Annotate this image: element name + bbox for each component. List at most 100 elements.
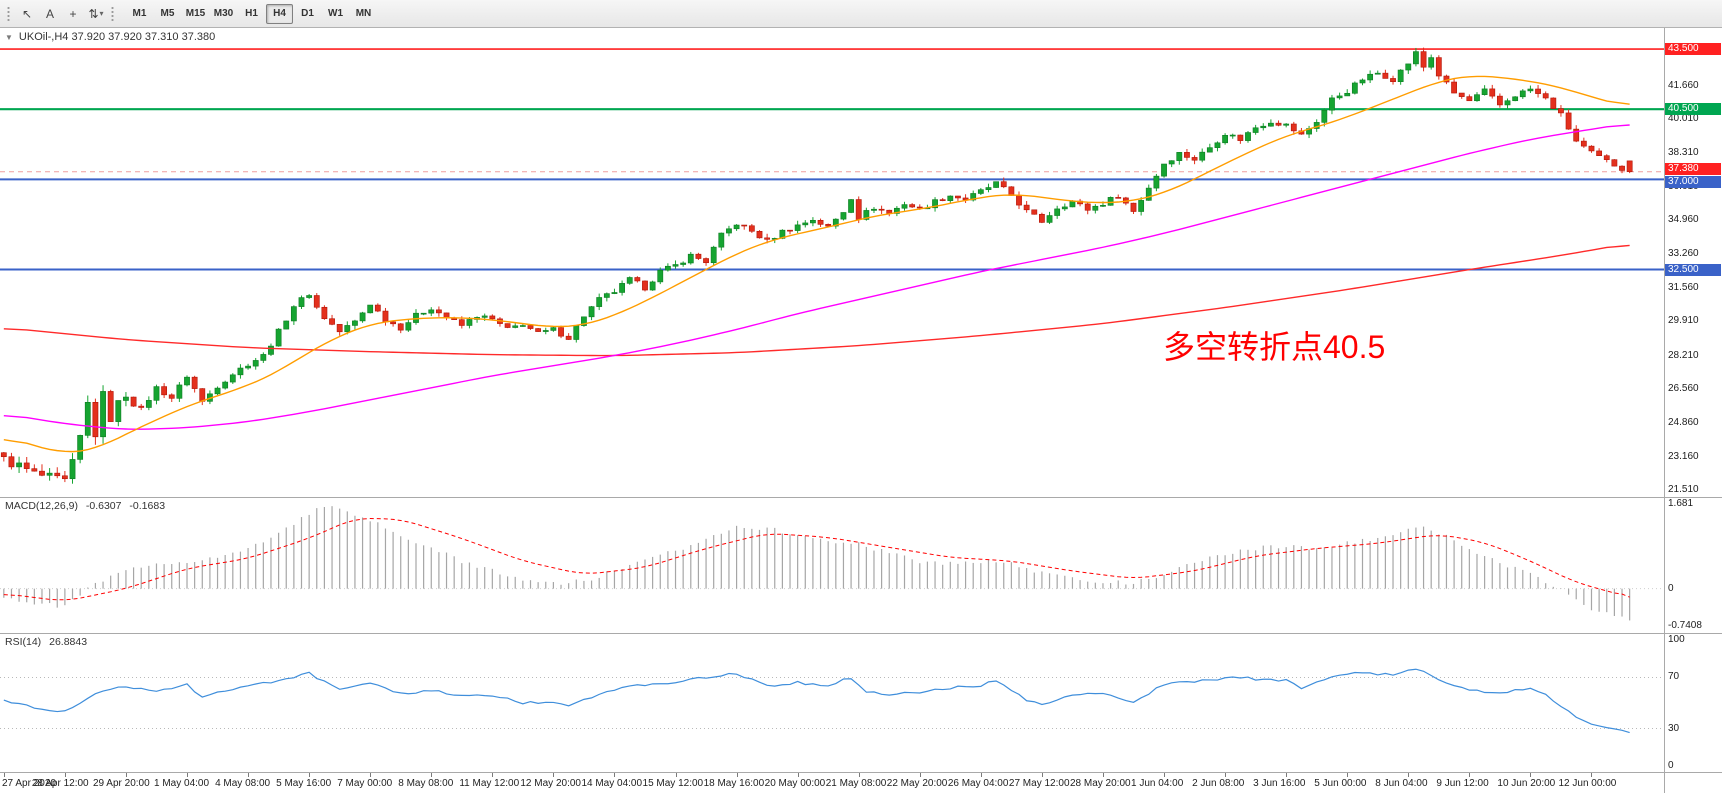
time-axis[interactable]: 27 Apr 2020 28 Apr 12:00 29 Apr 20:00 1 May…	[0, 773, 1664, 793]
time-axis-tick	[370, 773, 372, 777]
time-axis-tick	[736, 773, 738, 777]
time-axis-tick	[797, 773, 799, 777]
rsi-axis-label: 30	[1668, 722, 1680, 734]
dropdown-caret-icon: ▾	[99, 9, 104, 18]
timeframe-mn-button[interactable]: MN	[355, 8, 372, 19]
time-axis-label: 5 May 16:00	[276, 778, 332, 789]
time-axis-tick	[858, 773, 860, 777]
macd-axis[interactable]: 1.681 0 -0.7408	[1664, 498, 1722, 634]
time-axis-tick	[675, 773, 677, 777]
rsi-name: RSI(14)	[5, 636, 42, 648]
time-axis-tick	[1591, 773, 1593, 777]
crosshair-tool[interactable]: +	[62, 3, 84, 24]
time-axis-tick	[1041, 773, 1043, 777]
one-click-trading-expander-icon[interactable]: ▼	[5, 32, 13, 42]
main-chart-panel[interactable]: ▼ UKOil-,H4 37.920 37.920 37.310 37.380 …	[0, 28, 1664, 498]
chart-cursor-tool[interactable]: ↖	[16, 3, 38, 24]
macd-value: -0.6307	[85, 500, 122, 512]
time-axis-label: 1 May 04:00	[154, 778, 210, 789]
macd-axis-label: 0	[1668, 582, 1674, 594]
time-axis-tick	[614, 773, 616, 777]
time-axis-tick	[1102, 773, 1104, 777]
timeframe-d1-button[interactable]: D1	[301, 8, 314, 19]
price-axis-label: 23.160	[1668, 450, 1699, 462]
time-axis-tick	[309, 773, 311, 777]
time-axis-label: 10 Jun 20:00	[1497, 778, 1556, 789]
price-badge: 32.500	[1665, 263, 1721, 276]
time-axis-label: 28 Apr 12:00	[31, 778, 89, 789]
time-axis-tick	[1408, 773, 1410, 777]
rsi-axis-label: 0	[1668, 760, 1674, 771]
macd-name: MACD(12,26,9)	[5, 500, 78, 512]
time-axis-tick	[492, 773, 494, 777]
time-axis-tick	[248, 773, 250, 777]
timeframe-toolbar-grip[interactable]	[110, 5, 115, 22]
time-axis-label: 5 Jun 00:00	[1314, 778, 1367, 789]
toolbar-grip[interactable]	[6, 5, 11, 22]
timeframe-m30-button[interactable]: M30	[213, 8, 234, 19]
price-axis-label: 33.260	[1668, 248, 1699, 260]
indicator-arrows-tool[interactable]: ⇅ ▾	[85, 3, 107, 24]
price-badge: 40.500	[1665, 103, 1721, 116]
macd-axis-label: -0.7408	[1668, 619, 1702, 631]
time-axis-tick	[1164, 773, 1166, 777]
price-axis-label: 28.210	[1668, 349, 1699, 361]
time-axis-tick	[431, 773, 433, 777]
price-axis[interactable]: 43.500 41.660 40.500 40.010 38.310 37.380 37.0…	[1664, 28, 1722, 498]
time-axis-label: 4 May 08:00	[215, 778, 271, 789]
time-axis-label: 11 May 12:00	[459, 778, 520, 789]
time-axis-tick	[1347, 773, 1349, 777]
time-axis-label: 20 May 00:00	[764, 778, 826, 789]
timeframe-h4-button[interactable]: H4	[266, 3, 293, 24]
time-axis-tick	[980, 773, 982, 777]
timeframe-m1-button[interactable]: M1	[132, 8, 147, 19]
time-axis-label: 12 Jun 00:00	[1558, 778, 1617, 789]
time-axis-tick	[1225, 773, 1227, 777]
price-axis-label: 26.560	[1668, 382, 1699, 394]
price-axis-label: 38.310	[1668, 147, 1699, 159]
time-axis-label: 27 Apr 2020	[2, 778, 56, 789]
main-chart-canvas[interactable]	[0, 28, 1664, 497]
annotation-text-tool[interactable]: A	[39, 3, 61, 24]
time-axis-label: 22 May 20:00	[886, 778, 948, 789]
timeframe-m15-button[interactable]: M15	[185, 8, 206, 19]
rsi-canvas[interactable]	[0, 634, 1664, 772]
rsi-axis-label: 100	[1668, 634, 1685, 645]
time-axis-label: 2 Jun 08:00	[1192, 778, 1245, 789]
macd-canvas[interactable]	[0, 498, 1664, 633]
price-axis-label: 29.910	[1668, 315, 1699, 327]
timeframe-group: M1 M5 M15 M30 H1 H4 D1 W1 MN	[126, 3, 378, 24]
time-axis-tick	[3, 773, 5, 777]
time-axis-tick	[64, 773, 66, 777]
price-badge: 43.500	[1665, 43, 1721, 56]
crosshair-tool-icon: +	[69, 6, 77, 21]
rsi-axis-label: 70	[1668, 671, 1680, 683]
time-axis-label: 28 May 20:00	[1069, 778, 1131, 789]
price-badge: 37.000	[1665, 176, 1721, 189]
indicator-arrows-tool-icon: ⇅	[88, 6, 99, 21]
time-axis-label: 12 May 20:00	[520, 778, 581, 789]
rsi-label: RSI(14) 26.8843	[5, 636, 92, 648]
rsi-panel[interactable]: RSI(14) 26.8843	[0, 634, 1664, 773]
time-axis-label: 8 Jun 04:00	[1375, 778, 1428, 789]
price-axis-label: 40.010	[1668, 112, 1699, 124]
price-badge: 37.380	[1665, 162, 1721, 175]
time-axis-label: 26 May 04:00	[947, 778, 1009, 789]
macd-panel[interactable]: MACD(12,26,9) -0.6307 -0.1683	[0, 498, 1664, 634]
timeframe-h1-button[interactable]: H1	[245, 8, 258, 19]
time-axis-label: 7 May 00:00	[337, 778, 393, 789]
rsi-axis[interactable]: 100 70 30 0	[1664, 634, 1722, 773]
time-axis-tick	[1530, 773, 1532, 777]
chart-cursor-tool-icon: ↖	[21, 6, 33, 21]
timeframe-m5-button[interactable]: M5	[160, 8, 175, 19]
symbol-ohlc-text: UKOil-,H4 37.920 37.920 37.310 37.380	[18, 31, 216, 43]
chart-tools-group: ↖ A + ⇅ ▾	[16, 3, 108, 24]
timeframe-w1-button[interactable]: W1	[328, 8, 343, 19]
macd-signal-value: -0.1683	[129, 500, 166, 512]
price-axis-label: 24.860	[1668, 416, 1699, 428]
price-axis-label: 21.510	[1668, 483, 1699, 495]
time-axis-label: 21 May 08:00	[825, 778, 887, 789]
toolbar: ↖ A + ⇅ ▾ M1 M5 M15 M30 H1 H4 D1 W1 MN	[0, 0, 1722, 28]
time-axis-label: 18 May 16:00	[703, 778, 765, 789]
